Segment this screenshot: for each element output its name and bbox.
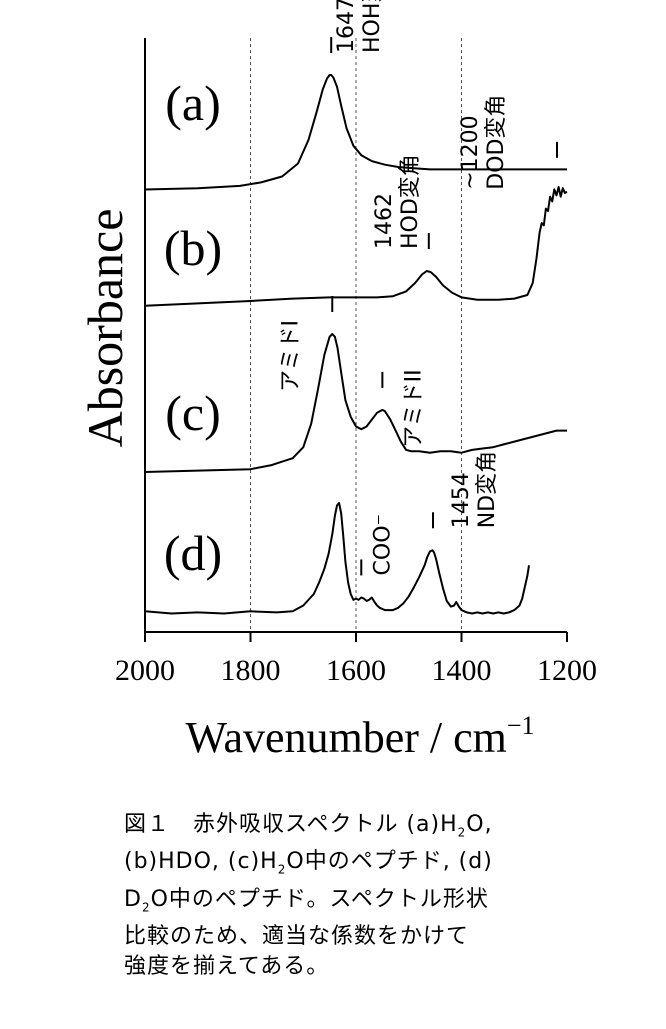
annotation-4-line-0: アミドII <box>401 369 426 448</box>
series-label-1: (b) <box>164 220 222 276</box>
x-axis-label-text: Wavenumber / cm <box>185 713 506 762</box>
annotation-5-line-0: COO⁻ <box>370 514 395 576</box>
x-axis-label-unit-exponent: −1 <box>507 711 535 740</box>
annotation-2: ~1200DOD変角 <box>458 95 509 190</box>
caption-line-1-post: O, <box>466 812 493 837</box>
series-line-0 <box>144 74 567 191</box>
caption-line-1-pre: 図１ 赤外吸収スペクトル (a)H <box>124 812 458 837</box>
annotation-2-line-1: DOD変角 <box>484 95 509 190</box>
annotation-6: 1454ND変角 <box>449 451 500 528</box>
x-axis-label: Wavenumber / cm−1 <box>185 711 534 762</box>
x-tick-label-1400: 1400 <box>432 654 492 687</box>
caption-line-1: 図１ 赤外吸収スペクトル (a)H2O, <box>124 810 644 847</box>
x-tick-label-1600: 1600 <box>326 654 386 687</box>
caption-line-3: D2O中のペプチド。スペクトル形状 <box>124 885 644 922</box>
annotation-6-line-0: 1454 <box>449 472 474 528</box>
x-axis-ticks: 2000 1800 1600 1400 1200 <box>115 632 597 687</box>
gridlines <box>250 38 462 632</box>
caption-line-2: (b)HDO, (c)H2O中のペプチド, (d) <box>124 847 644 884</box>
spectra: (a) (b) (c) (d) <box>144 74 568 615</box>
annotation-1-line-0: 1462 <box>372 193 397 249</box>
annotation-4: アミドII <box>401 369 426 448</box>
series-line-1 <box>144 186 568 307</box>
series-label-2: (c) <box>165 385 221 441</box>
series-line-3 <box>144 502 530 615</box>
annotation-0-line-0: 1647 <box>334 0 359 53</box>
caption-line-4: 比較のため、適当な係数をかけて <box>124 924 470 950</box>
caption-line-5: 強度を揃えてある。 <box>124 954 330 980</box>
annotation-3-line-0: アミドI <box>278 320 303 392</box>
caption-line-3-sub: 2 <box>141 900 151 915</box>
annotation-0-line-1: HOH変角 <box>360 0 385 53</box>
x-tick-label-1800: 1800 <box>221 654 281 687</box>
annotation-6-line-1: ND変角 <box>475 451 500 528</box>
series-line-2 <box>144 333 567 473</box>
caption-line-2-pre: (b)HDO, (c)H <box>124 849 278 875</box>
caption-line-2-sub: 2 <box>277 862 287 877</box>
x-tick-label-2000: 2000 <box>115 654 175 687</box>
figure-caption: 図１ 赤外吸収スペクトル (a)H2O, (b)HDO, (c)H2O中のペプチ… <box>124 810 644 982</box>
annotation-5: COO⁻ <box>370 514 395 576</box>
annotation-0: 1647HOH変角 <box>334 0 385 53</box>
annotation-2-line-0: ~1200 <box>458 115 483 189</box>
caption-line-1-sub: 2 <box>457 825 467 840</box>
series-label-3: (d) <box>164 525 222 581</box>
caption-line-3-pre: D <box>124 886 142 912</box>
annotation-3: アミドI <box>278 320 303 392</box>
series-label-0: (a) <box>165 75 221 131</box>
y-axis-label: Absorbance <box>77 209 133 448</box>
spectrum-figure: (a) (b) (c) (d) 1647HOH変角 1462HOD変角 ~1200DOD変… <box>77 0 597 762</box>
caption-line-2-post: O中のペプチド, (d) <box>286 849 493 875</box>
caption-line-3-post: O中のペプチド。スペクトル形状 <box>150 886 489 912</box>
x-tick-label-1200: 1200 <box>537 654 597 687</box>
annotation-1-line-1: HOD変角 <box>398 154 423 249</box>
annotation-1: 1462HOD変角 <box>372 154 423 249</box>
